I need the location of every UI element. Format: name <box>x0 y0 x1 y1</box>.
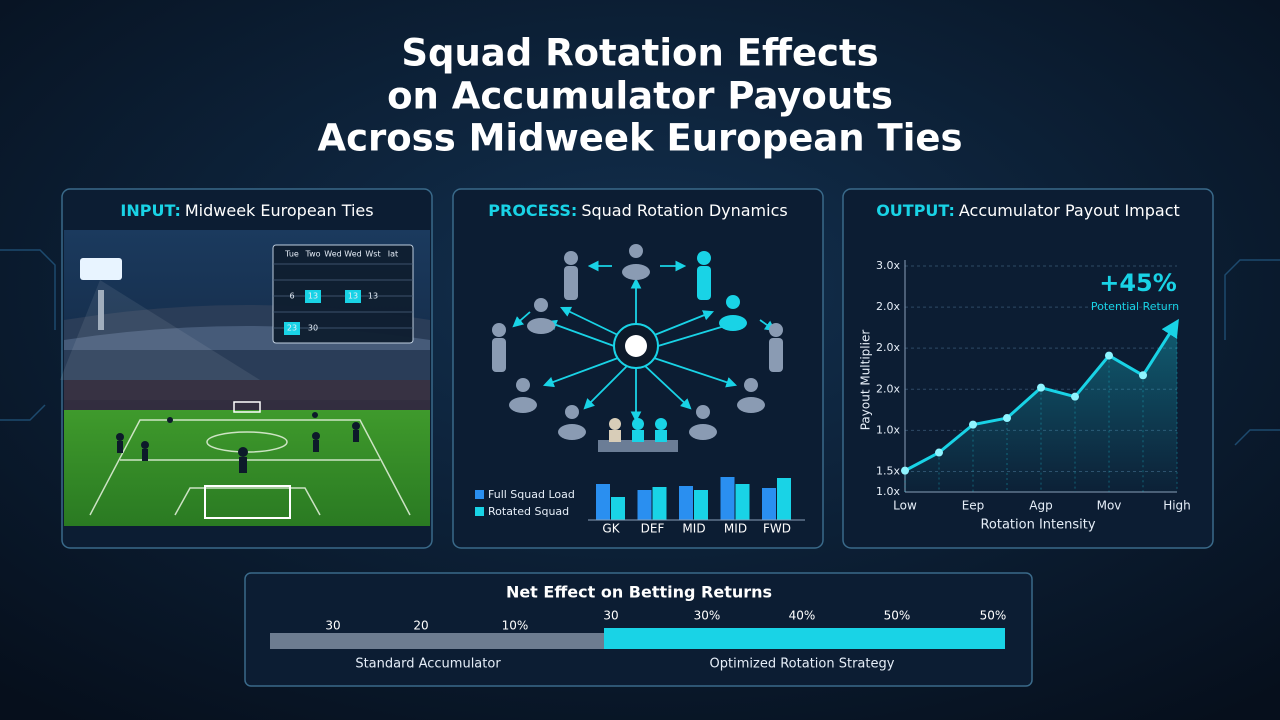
x-tick-label: GK <box>602 522 620 536</box>
calendar-date: 13 <box>368 292 378 301</box>
scale-label: 20 <box>413 619 428 633</box>
optimized-segment <box>604 628 1005 649</box>
calendar-day: Wst <box>365 250 380 259</box>
calendar-day: Iat <box>388 250 398 259</box>
calendar-date: 23 <box>287 324 297 333</box>
x-tick-label: Agp <box>1029 499 1052 513</box>
y-axis-label: Payout Multiplier <box>859 330 873 431</box>
legend-label: Full Squad Load <box>488 488 575 501</box>
calendar-date: 6 <box>289 292 294 301</box>
scale-label: 50% <box>884 609 911 623</box>
y-tick-label: 1.0x <box>876 485 900 498</box>
calendar-day: Two <box>305 250 321 259</box>
panel-heading: INPUT: Midweek European Ties <box>120 201 373 220</box>
scale-label: 40% <box>789 609 816 623</box>
x-tick-label: Mov <box>1097 499 1122 513</box>
point <box>1071 392 1079 401</box>
x-tick-label: Low <box>893 499 917 513</box>
calendar-day: Tue <box>284 250 299 259</box>
bar <box>762 488 776 520</box>
panel-tag: PROCESS: <box>488 201 577 220</box>
bar <box>735 484 750 520</box>
title-line: on Accumulator Payouts <box>387 75 893 118</box>
segment-label: Optimized Rotation Strategy <box>710 657 895 672</box>
scale-label: 10% <box>502 619 529 633</box>
point <box>1037 383 1045 392</box>
point <box>1105 351 1113 360</box>
panel-tag: OUTPUT: <box>876 201 955 220</box>
standard-segment <box>270 633 604 649</box>
bar <box>652 487 667 520</box>
scale-label: 30% <box>694 609 721 623</box>
y-tick-label: 1.5x <box>876 464 900 477</box>
point <box>1139 371 1147 380</box>
circuit-lines <box>0 249 1280 446</box>
panel-title: Accumulator Payout Impact <box>959 201 1180 220</box>
stadium-illustration <box>60 230 430 526</box>
scale-label: 30 <box>325 619 340 633</box>
bar <box>611 497 625 520</box>
y-tick-label: 3.0x <box>876 259 900 272</box>
legend-swatch <box>475 507 484 516</box>
calendar-date: 30 <box>308 324 318 333</box>
segment-label: Standard Accumulator <box>355 657 501 672</box>
panel-heading: PROCESS: Squad Rotation Dynamics <box>488 201 787 220</box>
calendar-day: Wed <box>344 250 361 259</box>
ball <box>625 335 647 357</box>
bar <box>720 477 735 520</box>
calendar-date: 13 <box>308 292 318 301</box>
panel-heading: OUTPUT: Accumulator Payout Impact <box>876 201 1180 220</box>
x-tick-label: Eep <box>962 499 985 513</box>
title-line: Squad Rotation Effects <box>401 32 878 75</box>
point <box>935 448 943 457</box>
scale-label: 50% <box>980 609 1007 623</box>
calendar-date: 13 <box>348 292 358 301</box>
legend-swatch <box>475 490 484 499</box>
x-tick-label: DEF <box>641 522 665 536</box>
x-tick-label: High <box>1163 499 1191 513</box>
player-figures <box>492 244 783 440</box>
bar <box>679 486 693 520</box>
panel-tag: INPUT: <box>120 201 181 220</box>
y-tick-label: 1.0x <box>876 423 900 436</box>
y-tick-label: 2.0x <box>876 382 900 395</box>
x-tick-label: FWD <box>763 522 791 536</box>
panel-title: Squad Rotation Dynamics <box>581 201 787 220</box>
scale-label: 30 <box>603 609 618 623</box>
point <box>1003 414 1011 423</box>
annotation-sub: Potential Return <box>1091 300 1179 313</box>
y-tick-label: 2.0x <box>876 300 900 313</box>
x-axis-label: Rotation Intensity <box>980 518 1095 533</box>
annotation: +45% <box>1099 269 1177 297</box>
legend-label: Rotated Squad <box>488 505 569 518</box>
y-tick-label: 2.0x <box>876 341 900 354</box>
line-area <box>905 321 1177 492</box>
title-line: Across Midweek European Ties <box>317 117 962 160</box>
bar <box>596 484 610 520</box>
bar <box>694 490 708 520</box>
point <box>969 420 977 429</box>
x-tick-label: MID <box>682 522 705 536</box>
x-tick-label: MID <box>724 522 747 536</box>
net-effect-title: Net Effect on Betting Returns <box>506 583 772 602</box>
point <box>901 466 909 475</box>
panel-title: Midweek European Ties <box>185 201 374 220</box>
bench <box>598 418 678 452</box>
calendar-day: Wed <box>324 250 341 259</box>
bar <box>777 478 791 520</box>
bar <box>637 490 652 520</box>
